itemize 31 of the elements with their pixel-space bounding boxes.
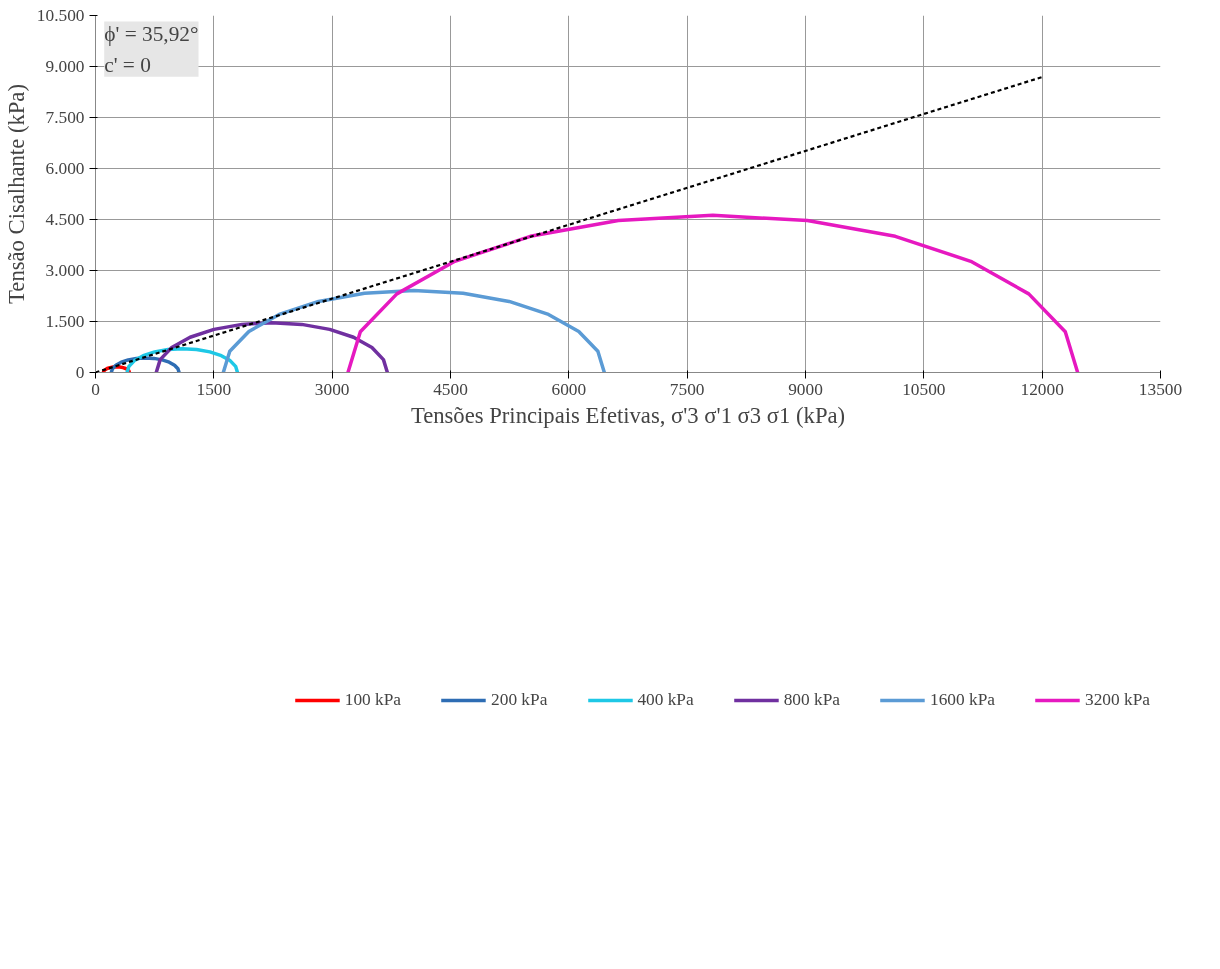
x-tick-label: 7500 [669,379,705,399]
y-tick-label: 10.500 [36,6,85,25]
y-tick-label: 4.500 [45,210,85,229]
x-tick-label: 13500 [1138,379,1183,399]
legend-label: 3200 kPa [1085,690,1150,710]
legend-label: 100 kPa [344,690,402,710]
annotation: c' = 0 [104,52,151,77]
x-tick-label: 0 [91,379,100,399]
x-tick-label: 1500 [196,379,232,399]
x-tick-label: 10500 [902,379,946,399]
legend-label: 800 kPa [783,690,841,710]
x-axis-title: Tensões Principais Efetivas, σ'3 σ'1 σ3 σ1 (kPa) [410,402,846,428]
y-tick-label: 0 [75,363,85,382]
legend-label: 200 kPa [491,690,548,710]
y-axis-title: Tensão Cisalhante (kPa) [3,84,29,304]
legend-label: 1600 kPa [930,690,996,710]
y-tick-label: 3.000 [45,261,85,280]
x-tick-label: 9000 [788,379,823,399]
x-tick-label: 6000 [551,379,587,399]
y-tick-label: 7.500 [45,108,85,127]
x-tick-label: 12000 [1020,379,1064,399]
line-series [346,213,1080,373]
legend-label: 400 kPa [637,690,694,710]
line-series [154,320,390,373]
y-tick-label: 9.000 [45,57,85,76]
x-tick-label: 3000 [314,379,350,399]
x-tick-label: 4500 [433,379,468,399]
y-tick-label: 1.500 [45,312,85,331]
annotation: ϕ' = 35,92° [104,21,199,46]
y-tick-label: 6.000 [45,159,85,178]
line-series [221,288,607,373]
